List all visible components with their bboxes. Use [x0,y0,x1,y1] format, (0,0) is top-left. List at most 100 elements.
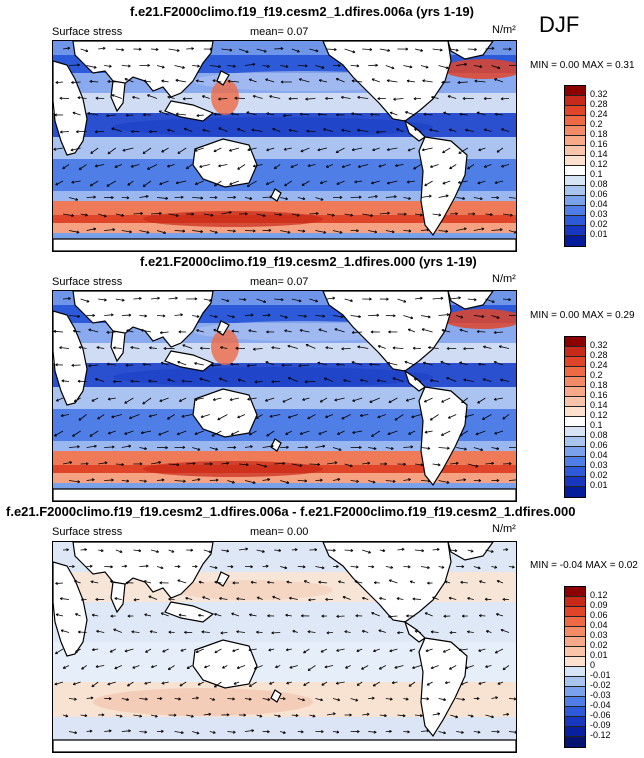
colorbar-level-label: 0.02 [590,470,608,480]
panel-a-mean-value: 0.07 [287,26,309,38]
colorbar-swatch [565,627,585,637]
colorbar-level-label: 0.18 [590,380,608,390]
colorbar-swatch [565,146,585,156]
colorbar-swatch [565,347,585,357]
panel-a-mean-text: mean= [250,26,284,38]
panel-b-mean-value: 0.07 [287,276,309,288]
colorbar-swatch [565,587,585,597]
colorbar-level-label: -0.02 [590,680,611,690]
colorbar-swatch [565,647,585,657]
panel-diff-mean-text: mean= [250,526,284,538]
panel-a-title: f.e21.F2000climo.f19_f19.cesm2_1.dfires.… [130,4,474,19]
colorbar-level-label: 0.08 [590,430,608,440]
colorbar-level-label: -0.06 [590,710,611,720]
panel-a-field-label: Surface stress [52,26,123,38]
colorbar-swatch [565,657,585,667]
colorbar-level-label: 0.04 [590,450,608,460]
colorbar-swatch [565,216,585,226]
colorbar-swatch [565,407,585,417]
colorbar-level-label: 0.01 [590,650,608,660]
colorbar-swatch [565,697,585,707]
colorbar-swatch [565,617,585,627]
colorbar-level-label: 0.32 [590,89,608,99]
colorbar-level-label: 0.18 [590,129,608,139]
colorbar-swatch [565,156,585,166]
colorbar-swatch [565,667,585,677]
colorbar-swatch [565,467,585,477]
colorbar-swatch [565,136,585,146]
map-canvas [53,542,516,752]
colorbar-level-label: 0.02 [590,219,608,229]
colorbar-swatch [565,447,585,457]
colorbar-level-label: 0.14 [590,400,608,410]
colorbar-level-label: 0.12 [590,410,608,420]
panel-diff-min-value: -0.04 [559,560,583,571]
colorbar-swatch [565,367,585,377]
colorbar-level-label: 0 [590,660,596,670]
map-canvas [53,41,516,251]
panel-b-units: N/m² [492,273,516,285]
colorbar-level-label: 0.06 [590,440,608,450]
colorbar-swatch [565,196,585,206]
colorbar-swatch [565,96,585,106]
colorbar-swatch [565,717,585,727]
panel-b-min-value: 0.00 [559,310,580,321]
colorbar-swatch [565,397,585,407]
colorbar-level-label: 0.1 [590,169,603,179]
panel-a-max-value: 0.31 [615,60,635,71]
colorbar-level-label: 0.04 [590,620,608,630]
panel-b-field-label: Surface stress [52,276,123,288]
panel-diff-mean-value: 0.00 [287,526,309,538]
colorbar-level-label: 0.28 [590,350,608,360]
colorbar-level-label: 0.16 [590,139,608,149]
panel-b-colorbar [564,336,586,498]
panel-b-min-max: MIN = 0.00 MAX = 0.29 [530,310,635,321]
panel-a-min-label: MIN = [530,60,557,71]
panel-b-max-value: 0.29 [615,310,635,321]
colorbar-level-label: 0.03 [590,460,608,470]
colorbar-swatch [565,607,585,617]
colorbar-swatch [565,737,585,747]
colorbar-swatch [565,126,585,136]
colorbar-swatch [565,116,585,126]
colorbar-swatch [565,477,585,487]
panel-b-min-label: MIN = [530,310,557,321]
colorbar-level-label: 0.14 [590,149,608,159]
colorbar-level-label: 0.12 [590,159,608,169]
panel-diff-max-value: 0.02 [618,560,638,571]
colorbar-level-label: 0.03 [590,209,608,219]
colorbar-swatch [565,357,585,367]
panel-diff-mean-label: mean= 0.00 [250,526,308,538]
colorbar-swatch [565,637,585,647]
panel-diff-field-label: Surface stress [52,526,123,538]
colorbar-swatch [565,727,585,737]
colorbar-level-label: 0.2 [590,370,603,380]
colorbar-swatch [565,457,585,467]
panel-a-mean-label: mean= 0.07 [250,26,308,38]
colorbar-swatch [565,597,585,607]
panel-b-title: f.e21.F2000climo.f19_f19.cesm2_1.dfires.… [140,254,477,269]
colorbar-swatch [565,417,585,427]
colorbar-level-label: 0.16 [590,390,608,400]
colorbar-level-label: 0.24 [590,360,608,370]
colorbar-level-label: 0.03 [590,630,608,640]
colorbar-level-label: 0.2 [590,119,603,129]
colorbar-level-label: -0.03 [590,690,611,700]
panel-diff-colorbar [564,586,586,748]
panel-a-map [52,40,517,252]
colorbar-level-label: 0.24 [590,109,608,119]
panel-a-colorbar [564,85,586,247]
colorbar-level-label: 0.12 [590,590,608,600]
colorbar-level-label: -0.09 [590,720,611,730]
panel-a-units: N/m² [492,24,516,36]
colorbar-level-label: 0.06 [590,189,608,199]
colorbar-level-label: 0.02 [590,640,608,650]
colorbar-level-label: -0.01 [590,670,611,680]
colorbar-swatch [565,377,585,387]
panel-diff-max-label: MAX = [585,560,616,571]
colorbar-swatch [565,707,585,717]
panel-a-min-max: MIN = 0.00 MAX = 0.31 [530,60,635,71]
colorbar-swatch [565,166,585,176]
colorbar-level-label: 0.06 [590,610,608,620]
colorbar-level-label: 0.28 [590,99,608,109]
